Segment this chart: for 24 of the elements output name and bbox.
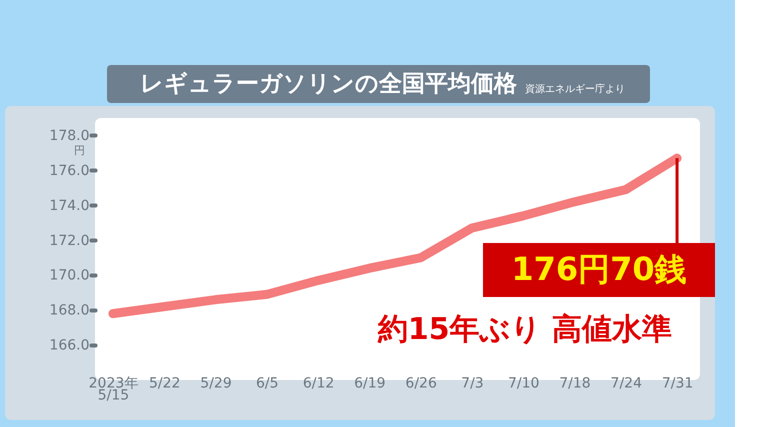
x-tick-label: 7/10	[508, 376, 540, 392]
x-tick-label: 6/12	[302, 376, 334, 392]
x-tick-label: 7/31	[662, 376, 694, 392]
x-tick-label: 7/18	[559, 376, 591, 392]
y-axis-title: 円	[74, 144, 85, 157]
y-tick-label: 170.0	[49, 268, 90, 284]
y-tick-label: 174.0	[49, 198, 90, 214]
y-tick-label: 176.0	[49, 162, 90, 179]
chart-title: レギュラーガソリンの全国平均価格	[140, 71, 517, 97]
annotation: 約15年ぶり 高値水準	[376, 312, 672, 347]
y-tick-label: 168.0	[49, 302, 90, 319]
x-tick-label: 6/19	[354, 376, 386, 392]
y-tick-label: 178.0	[49, 128, 90, 144]
x-tick-label: 7/24	[610, 376, 642, 392]
x-tick-label: 6/5	[256, 376, 279, 392]
chart-subtitle: 資源エネルギー庁より	[525, 83, 625, 95]
y-tick-label: 166.0	[49, 338, 90, 354]
x-tick-label: 5/29	[200, 376, 232, 392]
x-tick-label: 5/22	[149, 376, 180, 392]
x-tick-label: 2023年 5/15	[88, 376, 138, 404]
y-tick-label: 172.0	[49, 232, 90, 249]
x-tick-label: 7/3	[461, 376, 484, 392]
x-tick-label: 6/26	[405, 376, 437, 392]
annotation: 176円70銭	[511, 250, 687, 288]
